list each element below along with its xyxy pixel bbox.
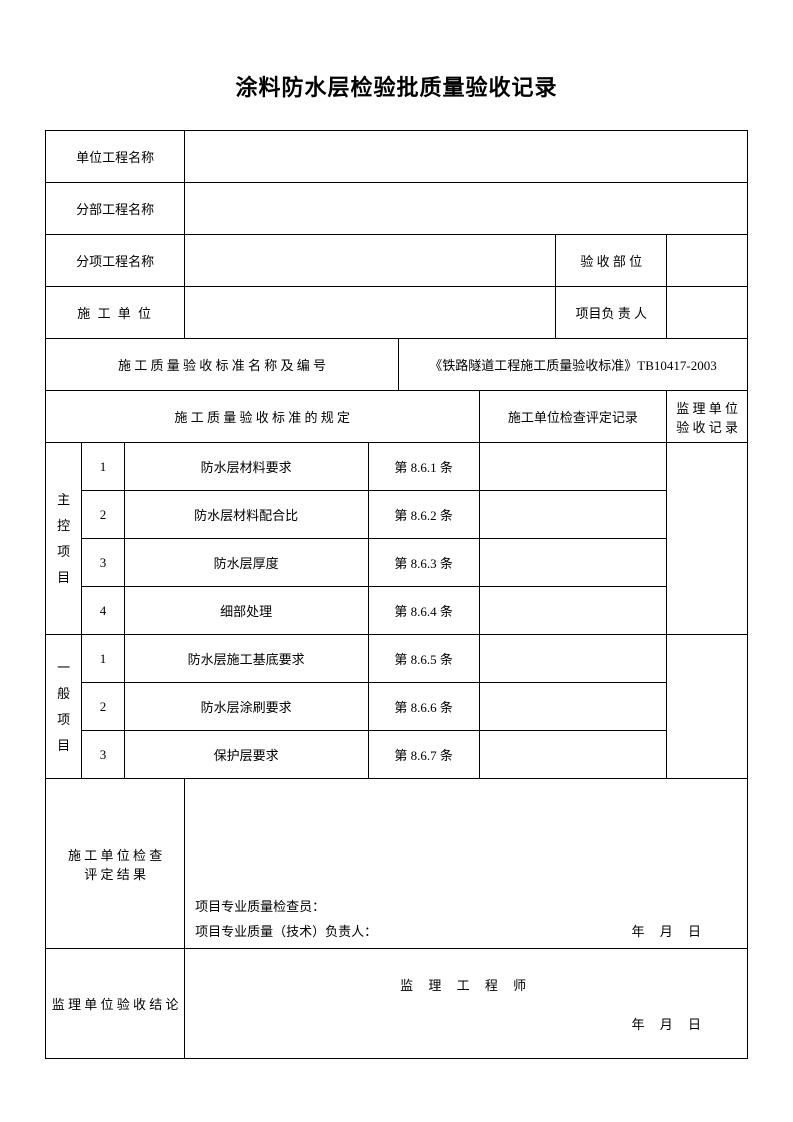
col-supervisor: 监 理 单 位 验 收 记 录 [667, 391, 748, 443]
page-title: 涂料防水层检验批质量验收记录 [45, 70, 748, 102]
project-manager-label: 项目负 责 人 [556, 287, 667, 339]
standard-value: 《铁路隧道工程施工质量验收标准》TB10417-2003 [398, 339, 747, 391]
group-main-control: 主控项目 [46, 443, 82, 635]
col-unit-check: 施工单位检查评定记录 [479, 391, 667, 443]
construction-unit-label: 施 工 单 位 [46, 287, 185, 339]
item-name: 防水层材料要求 [124, 443, 368, 491]
supervisor-conclusion-area: 监 理 工 程 师 年 月 日 [185, 949, 748, 1059]
item-project-label: 分项工程名称 [46, 235, 185, 287]
accept-unit-value [667, 235, 748, 287]
accept-unit-label: 验 收 部 位 [556, 235, 667, 287]
project-manager-value [667, 287, 748, 339]
item-num: 1 [82, 443, 124, 491]
supervisor-conclusion-label: 监 理 单 位 验 收 结 论 [46, 949, 185, 1059]
standard-name-label: 施 工 质 量 验 收 标 准 名 称 及 编 号 [46, 339, 399, 391]
supervisor-main [667, 443, 748, 635]
construction-unit-value [185, 287, 556, 339]
item-clause: 第 8.6.1 条 [368, 443, 479, 491]
unit-project-value [185, 131, 748, 183]
supervisor-general [667, 635, 748, 779]
unit-check-result-area: 项目专业质量检查员： 项目专业质量（技术）负责人： 年 月 日 [185, 779, 748, 949]
item-check [479, 443, 667, 491]
unit-check-result-label: 施 工 单 位 检 查 评 定 结 果 [46, 779, 185, 949]
sub-project-label: 分部工程名称 [46, 183, 185, 235]
item-project-value [185, 235, 556, 287]
unit-project-label: 单位工程名称 [46, 131, 185, 183]
group-general: 一般项目 [46, 635, 82, 779]
col-standard-rules: 施 工 质 量 验 收 标 准 的 规 定 [46, 391, 480, 443]
sub-project-value [185, 183, 748, 235]
inspection-form: 单位工程名称 分部工程名称 分项工程名称 验 收 部 位 施 工 单 位 项目负… [45, 130, 748, 1059]
